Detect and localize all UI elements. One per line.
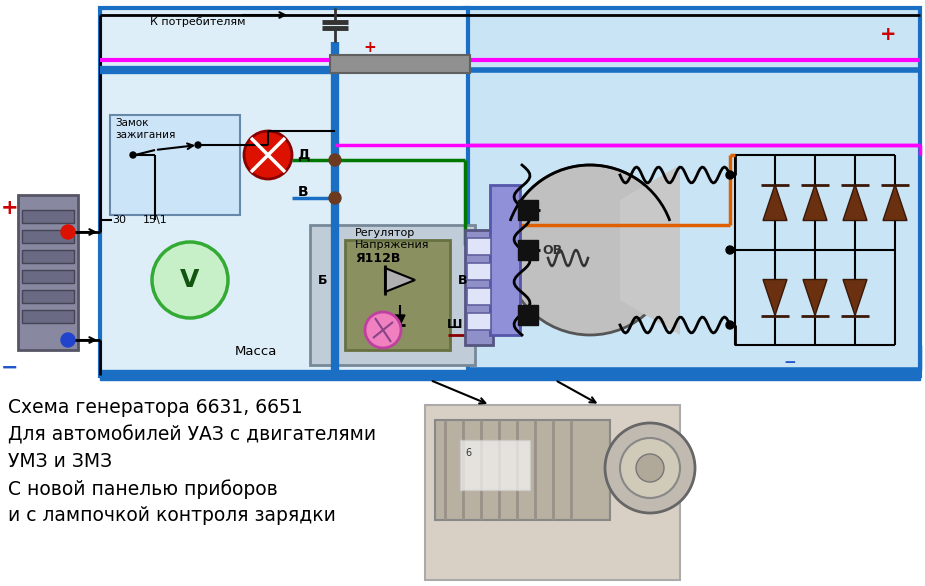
Bar: [345, 240, 450, 350]
Circle shape: [130, 152, 136, 158]
Bar: [518, 200, 538, 220]
Circle shape: [329, 192, 341, 204]
Text: Схема генератора 6631, 6651: Схема генератора 6631, 6651: [8, 398, 302, 417]
Text: Регулятор: Регулятор: [355, 228, 415, 238]
Polygon shape: [803, 185, 827, 220]
Text: 6: 6: [465, 448, 471, 458]
Text: +: +: [880, 25, 896, 44]
Polygon shape: [763, 185, 787, 220]
Text: Д: Д: [297, 148, 309, 162]
Text: В: В: [458, 274, 467, 287]
Bar: [100, 8, 468, 376]
Text: −: −: [783, 355, 796, 370]
Text: В: В: [298, 185, 308, 199]
Circle shape: [636, 454, 664, 482]
Bar: [467, 288, 491, 305]
Polygon shape: [843, 185, 867, 220]
Bar: [467, 238, 491, 255]
Circle shape: [505, 165, 675, 335]
Text: 15\1: 15\1: [143, 215, 167, 225]
Bar: [22, 230, 74, 243]
Bar: [22, 270, 74, 283]
Polygon shape: [883, 185, 907, 220]
Text: +: +: [1, 198, 18, 218]
Bar: [518, 305, 538, 325]
Polygon shape: [843, 280, 867, 315]
Text: V: V: [180, 268, 200, 292]
Polygon shape: [385, 268, 415, 292]
Polygon shape: [763, 280, 787, 315]
Bar: [22, 250, 74, 263]
Bar: [22, 210, 74, 223]
Bar: [425, 405, 680, 580]
Text: Б: Б: [318, 274, 327, 287]
Bar: [465, 230, 493, 345]
Bar: [110, 115, 240, 215]
Bar: [310, 225, 475, 365]
Circle shape: [195, 142, 201, 148]
Bar: [100, 370, 920, 380]
Circle shape: [152, 242, 228, 318]
Bar: [22, 310, 74, 323]
Circle shape: [726, 171, 734, 179]
Bar: [330, 55, 470, 73]
Text: Ш: Ш: [447, 319, 462, 332]
Circle shape: [61, 225, 75, 239]
Text: Напряжения: Напряжения: [355, 240, 429, 250]
Polygon shape: [803, 280, 827, 315]
Bar: [465, 8, 920, 376]
Text: Масса: Масса: [235, 345, 278, 358]
Text: Я112В: Я112В: [355, 252, 401, 265]
Circle shape: [726, 321, 734, 329]
Text: Замок: Замок: [115, 118, 149, 128]
Circle shape: [244, 131, 292, 179]
Bar: [490, 185, 520, 335]
Polygon shape: [395, 315, 405, 325]
Bar: [518, 240, 538, 260]
Bar: [467, 263, 491, 280]
Text: К потребителям: К потребителям: [150, 17, 245, 27]
Text: 30: 30: [112, 215, 126, 225]
Text: УМЗ и ЗМЗ: УМЗ и ЗМЗ: [8, 452, 112, 471]
Bar: [467, 313, 491, 330]
Bar: [22, 290, 74, 303]
Text: и с лампочкой контроля зарядки: и с лампочкой контроля зарядки: [8, 506, 336, 525]
Text: С новой панелью приборов: С новой панелью приборов: [8, 479, 277, 499]
Text: Для автомобилей УАЗ с двигателями: Для автомобилей УАЗ с двигателями: [8, 425, 376, 444]
Circle shape: [620, 438, 680, 498]
Text: −: −: [1, 358, 18, 378]
Polygon shape: [620, 165, 680, 335]
Text: зажигания: зажигания: [115, 130, 176, 140]
Text: +: +: [364, 40, 376, 55]
Text: ОВ: ОВ: [542, 244, 562, 257]
Bar: [460, 440, 530, 490]
Circle shape: [605, 423, 695, 513]
Circle shape: [365, 312, 401, 348]
Circle shape: [726, 246, 734, 254]
Bar: [18, 195, 78, 350]
Circle shape: [329, 154, 341, 166]
Circle shape: [61, 333, 75, 347]
Bar: [435, 420, 610, 520]
